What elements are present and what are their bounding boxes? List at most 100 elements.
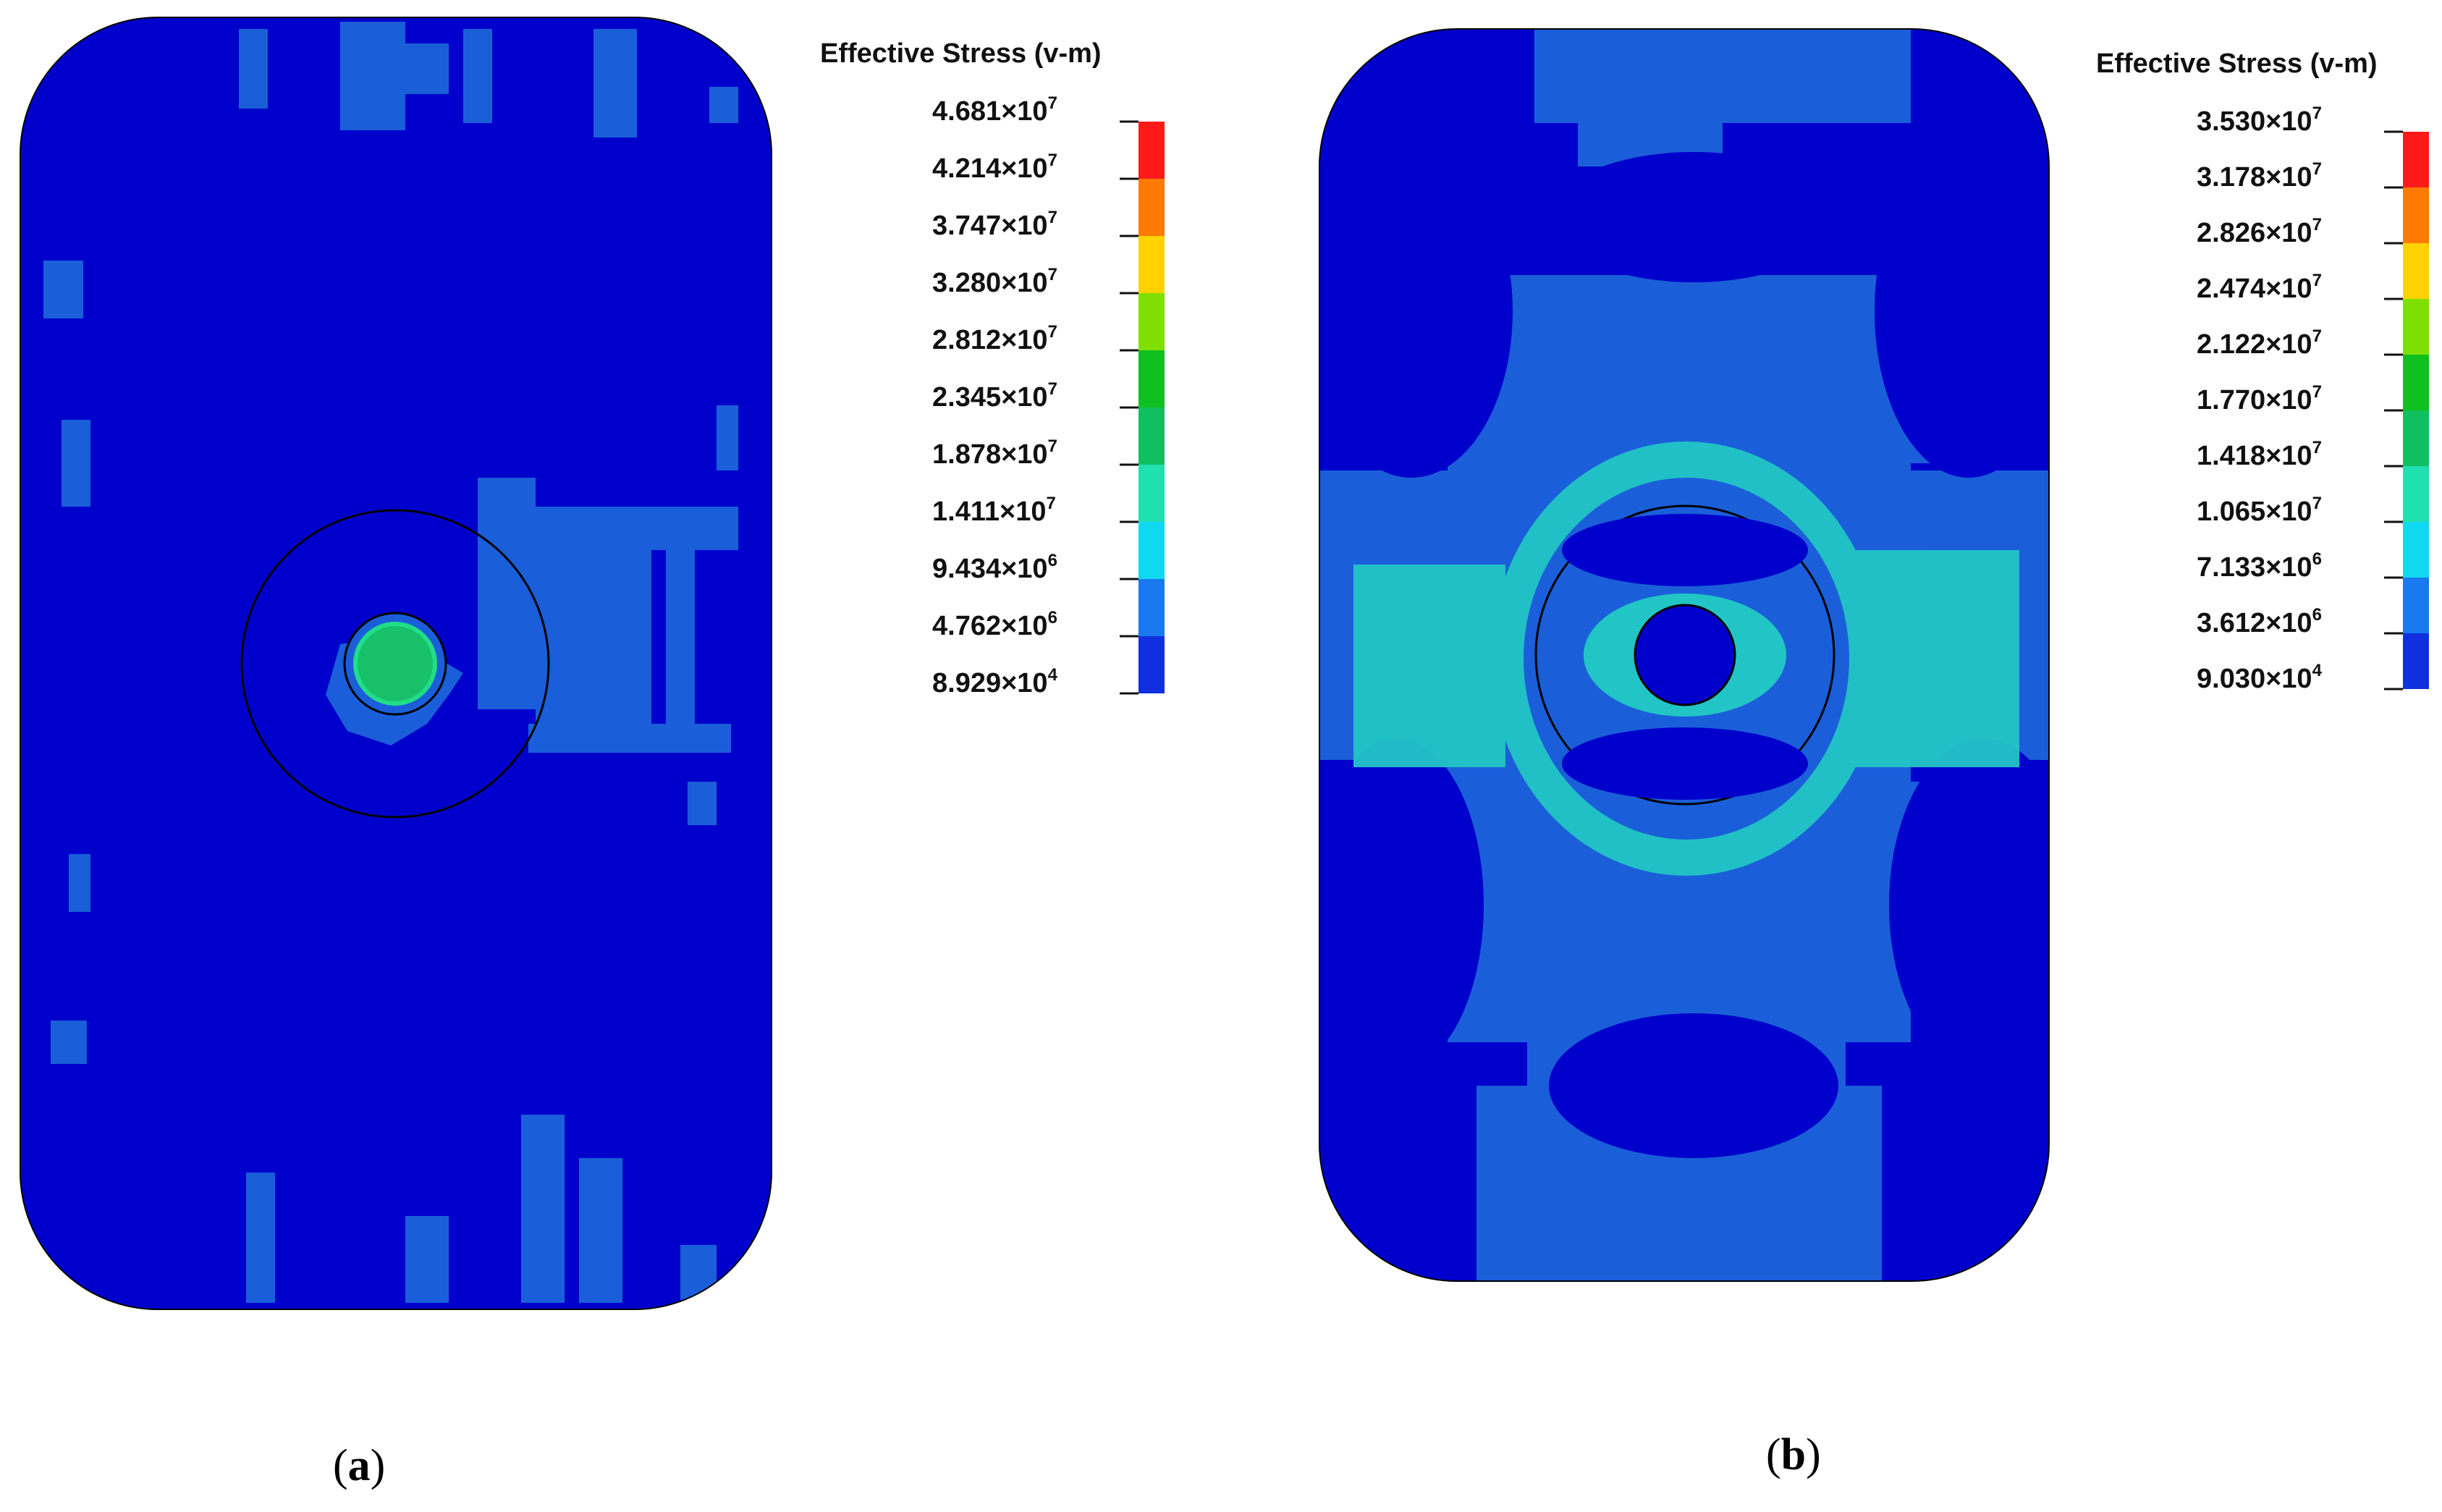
legend-tick-label: 3.612×106 <box>2197 605 2322 638</box>
legend-color-cell <box>2403 410 2429 466</box>
legend-exponent: 7 <box>1048 379 1057 399</box>
legend-exponent: 7 <box>2312 271 2322 290</box>
upper-lobe-b <box>1562 514 1808 586</box>
legend-exponent: 7 <box>1048 151 1057 170</box>
plate-b-outline <box>1319 28 2050 1282</box>
legend-tick-label: 1.065×107 <box>2197 494 2322 527</box>
legend-color-cell <box>2403 633 2429 689</box>
legend-exponent: 4 <box>1048 665 1058 685</box>
legend-tick-label: 3.530×107 <box>2197 104 2322 137</box>
color-legend-a: 4.681×1074.214×1073.747×1073.280×1072.81… <box>932 93 1165 698</box>
legend-mantissa: 3.747×10 <box>932 211 1048 241</box>
legend-tick-label: 3.280×107 <box>932 265 1057 298</box>
legend-mantissa: 4.762×10 <box>932 611 1048 641</box>
legend-mantissa: 4.214×10 <box>932 153 1048 184</box>
legend-mantissa: 3.530×10 <box>2197 106 2312 137</box>
legend-color-cell <box>1138 122 1165 179</box>
inner-circle-b <box>1634 604 1736 706</box>
legend-exponent: 6 <box>1048 608 1057 628</box>
legend-tick-label: 2.826×107 <box>2197 215 2322 248</box>
legend-tick-label: 1.411×107 <box>932 494 1056 527</box>
low-stress-lobes-b <box>1319 145 2049 1158</box>
legend-exponent: 7 <box>1048 208 1057 227</box>
legend-mantissa: 3.280×10 <box>932 268 1048 298</box>
legend-mantissa: 1.770×10 <box>2197 385 2312 415</box>
legend-mantissa: 1.065×10 <box>2197 497 2312 527</box>
legend-tick-label: 1.418×107 <box>2197 438 2322 471</box>
legend-mantissa: 2.122×10 <box>2197 329 2312 360</box>
legend-exponent: 7 <box>1048 93 1057 113</box>
legend-mantissa: 1.411×10 <box>932 497 1046 527</box>
legend-tick-label: 2.122×107 <box>2197 326 2322 360</box>
legend-mantissa: 9.030×10 <box>2197 664 2312 694</box>
legend-color-cell <box>1138 636 1165 693</box>
legend-tick-label: 2.474×107 <box>2197 271 2322 304</box>
color-legend-b: 3.530×1073.178×1072.826×1072.474×1072.12… <box>2197 104 2429 694</box>
legend-color-cell <box>1138 522 1165 579</box>
legend-tick-label: 2.345×107 <box>932 379 1057 413</box>
legend-exponent: 7 <box>2312 438 2322 457</box>
legend-mantissa: 2.812×10 <box>932 325 1048 355</box>
caption-b: (b) <box>1766 1430 1821 1479</box>
legend-exponent: 6 <box>2312 549 2322 569</box>
legend-title-b: Effective Stress (v-m) <box>2096 48 2378 79</box>
legend-mantissa: 9.434×10 <box>932 554 1048 584</box>
legend-tick-label: 3.747×107 <box>932 208 1057 241</box>
legend-color-cell <box>2403 466 2429 522</box>
legend-mantissa: 7.133×10 <box>2197 552 2312 583</box>
legend-color-cell <box>2403 578 2429 633</box>
legend-mantissa: 3.178×10 <box>2197 162 2312 193</box>
legend-color-cell <box>1138 179 1165 236</box>
legend-mantissa: 8.929×10 <box>932 668 1048 698</box>
legend-tick-label: 7.133×106 <box>2197 549 2322 583</box>
legend-exponent: 7 <box>2312 215 2322 235</box>
legend-exponent: 7 <box>1048 436 1057 456</box>
panel-a-contour-plot: Effective Stress (v-m) 4.681×1074.214×10… <box>20 17 1165 1310</box>
legend-exponent: 7 <box>1048 322 1057 342</box>
legend-color-cell <box>2403 522 2429 578</box>
legend-tick-label: 9.434×106 <box>932 551 1057 584</box>
legend-tick-label: 4.681×107 <box>932 93 1057 127</box>
legend-color-cell <box>2403 132 2429 187</box>
legend-color-cell <box>2403 243 2429 299</box>
legend-exponent: 7 <box>2312 326 2322 346</box>
caption-a: (a) <box>333 1441 386 1490</box>
legend-exponent: 7 <box>1046 494 1055 513</box>
legend-color-cell <box>2403 355 2429 410</box>
legend-color-cell <box>1138 407 1165 465</box>
legend-exponent: 7 <box>2312 104 2322 123</box>
legend-color-cell <box>1138 465 1165 522</box>
legend-exponent: 4 <box>2312 661 2323 680</box>
lower-lobe-b <box>1562 727 1808 800</box>
legend-exponent: 6 <box>1048 551 1057 570</box>
legend-mantissa: 1.418×10 <box>2197 441 2312 471</box>
legend-tick-label: 3.178×107 <box>2197 159 2322 193</box>
legend-tick-label: 4.214×107 <box>932 151 1057 184</box>
legend-tick-label: 8.929×104 <box>932 665 1058 698</box>
legend-color-cell <box>2403 299 2429 355</box>
legend-title-a: Effective Stress (v-m) <box>820 38 1102 69</box>
legend-color-cell <box>1138 350 1165 407</box>
legend-exponent: 7 <box>2312 159 2322 179</box>
legend-exponent: 7 <box>2312 494 2322 513</box>
legend-tick-label: 1.878×107 <box>932 436 1057 470</box>
legend-mantissa: 3.612×10 <box>2197 608 2312 638</box>
legend-exponent: 7 <box>2312 382 2322 402</box>
legend-color-cell <box>1138 236 1165 293</box>
legend-mantissa: 1.878×10 <box>932 439 1048 470</box>
legend-tick-label: 2.812×107 <box>932 322 1057 355</box>
legend-exponent: 7 <box>1048 265 1057 284</box>
plate-a-outline <box>20 17 772 1310</box>
legend-mantissa: 4.681×10 <box>932 96 1048 127</box>
legend-tick-label: 4.762×106 <box>932 608 1057 641</box>
legend-color-cell <box>1138 293 1165 350</box>
legend-color-cell <box>1138 579 1165 636</box>
legend-tick-label: 9.030×104 <box>2197 661 2323 694</box>
legend-exponent: 6 <box>2312 605 2322 625</box>
legend-color-cell <box>2403 187 2429 243</box>
inner-core-a <box>353 622 437 706</box>
panel-b-contour-plot: Effective Stress (v-m) 3.530×1073.178×10… <box>1319 28 2429 1282</box>
legend-mantissa: 2.826×10 <box>2197 218 2312 248</box>
legend-tick-label: 1.770×107 <box>2197 382 2322 415</box>
outer-circle-a <box>240 509 550 819</box>
